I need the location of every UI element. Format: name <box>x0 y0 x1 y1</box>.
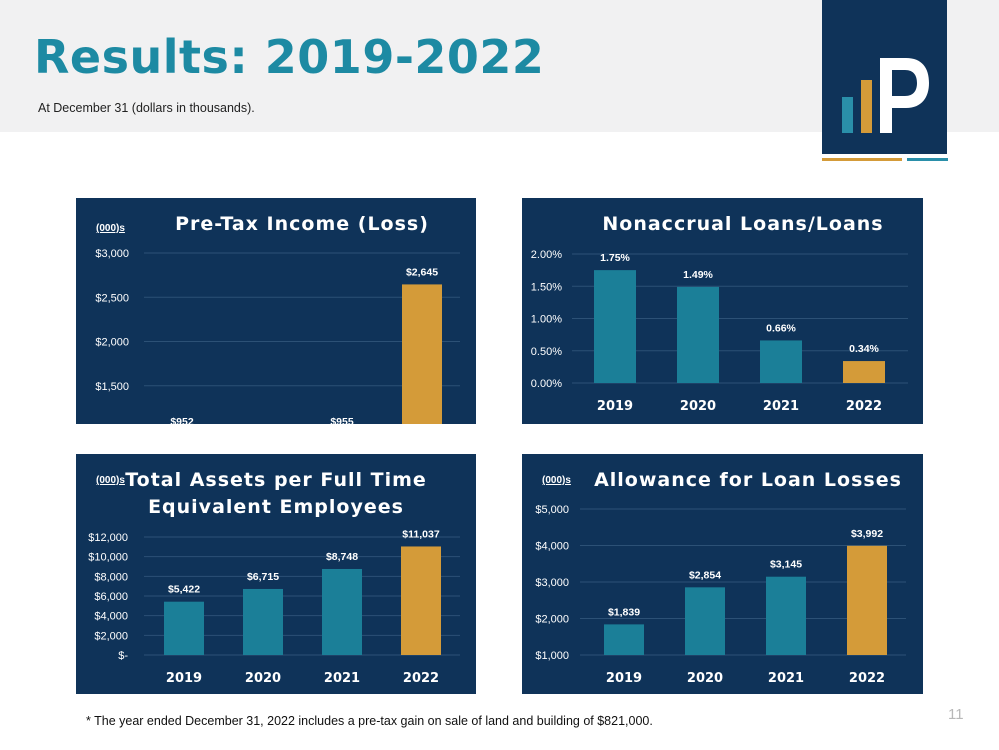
y-tick-label: $5,000 <box>535 504 569 516</box>
logo-letter-p <box>880 58 929 133</box>
category-label: 2020 <box>687 671 723 686</box>
bar-2020 <box>243 588 283 655</box>
category-label: 2019 <box>597 399 633 414</box>
unit-label: (000)s <box>96 223 125 234</box>
chart-title: Pre-Tax Income (Loss) <box>175 213 429 235</box>
page-title: Results: 2019-2022 <box>34 30 545 84</box>
data-label: $3,145 <box>770 559 802 571</box>
footnote: * The year ended December 31, 2022 inclu… <box>86 714 653 728</box>
y-tick-label: $3,000 <box>535 577 569 589</box>
chart-pretax-income: Pre-Tax Income (Loss) (000)s $3,000 $2,500 $… <box>76 198 476 424</box>
category-label: 2019 <box>166 671 202 686</box>
y-tick-label: 0.00% <box>531 378 562 390</box>
data-label: $8,748 <box>326 551 358 563</box>
logo-bar-teal <box>842 97 853 133</box>
unit-label: (000)s <box>96 475 125 486</box>
chart-title: Total Assets per Full Time <box>125 469 427 491</box>
logo-underline-teal <box>907 158 948 161</box>
chart-assets-per-fte-svg: Total Assets per Full Time Equivalent Emp… <box>88 469 460 686</box>
category-label: 2022 <box>846 399 882 414</box>
bar-2022 <box>843 361 885 383</box>
category-label: 2021 <box>768 671 804 686</box>
chart-title: Allowance for Loan Losses <box>594 469 902 491</box>
bar-2019 <box>604 624 644 655</box>
category-label: 2022 <box>849 671 885 686</box>
bar-2021 <box>766 576 806 655</box>
y-tick-label: $2,000 <box>94 630 128 642</box>
bar-2022 <box>847 545 887 655</box>
y-tick-label: $6,000 <box>94 591 128 603</box>
chart-title: Nonaccrual Loans/Loans <box>602 213 883 235</box>
chart-pretax-income-svg: Pre-Tax Income (Loss) (000)s $3,000 $2,500 $… <box>95 213 460 424</box>
category-label: 2021 <box>763 399 799 414</box>
data-label: 0.66% <box>766 322 796 334</box>
unit-label: (000)s <box>542 475 571 486</box>
y-tick-label: 0.50% <box>531 346 562 358</box>
data-label: $1,839 <box>608 606 640 618</box>
category-label: 2019 <box>606 671 642 686</box>
chart-nonaccrual-loans: Nonaccrual Loans/Loans 2.00% 1.50% 1.00% 0.5… <box>522 198 923 424</box>
y-tick-label: $4,000 <box>94 611 128 623</box>
y-tick-label: 1.50% <box>531 281 562 293</box>
bar-2022 <box>402 284 442 424</box>
bar-2019 <box>164 601 204 655</box>
page-number: 11 <box>948 706 964 723</box>
data-label: $2,645 <box>406 266 438 278</box>
bar-2020 <box>685 587 725 655</box>
bar-2019 <box>594 270 636 383</box>
data-label: $952 <box>170 416 194 424</box>
y-tick-label: $8,000 <box>94 571 128 583</box>
category-label: 2020 <box>680 399 716 414</box>
y-tick-label: 1.00% <box>531 314 562 326</box>
logo-mark <box>842 58 929 133</box>
data-label: $6,715 <box>247 571 279 583</box>
y-tick-label: $10,000 <box>88 552 128 564</box>
data-label: $5,422 <box>168 584 200 596</box>
bar-2022 <box>401 546 441 655</box>
data-label: 1.49% <box>683 269 713 281</box>
data-label: $955 <box>330 416 354 424</box>
y-tick-label: $- <box>118 650 128 662</box>
bar-2021 <box>322 568 362 655</box>
category-label: 2020 <box>245 671 281 686</box>
y-tick-label: 2.00% <box>531 249 562 261</box>
y-tick-label: $2,000 <box>535 614 569 626</box>
y-tick-label: $4,000 <box>535 541 569 553</box>
y-tick-label: $2,000 <box>95 337 129 349</box>
y-tick-label: $3,000 <box>95 248 129 260</box>
y-tick-label: $1,500 <box>95 381 129 393</box>
y-tick-label: $12,000 <box>88 532 128 544</box>
chart-allowance-loan-losses: Allowance for Loan Losses (000)s $5,000 $4,… <box>522 454 923 694</box>
logo <box>822 0 947 154</box>
data-label: $3,992 <box>851 528 883 540</box>
chart-allowance-loan-losses-svg: Allowance for Loan Losses (000)s $5,000 $4,… <box>535 469 906 686</box>
bar-2021 <box>760 340 802 383</box>
chart-title: Equivalent Employees <box>148 496 404 518</box>
bar-2020 <box>677 286 719 383</box>
page-subtitle: At December 31 (dollars in thousands). <box>38 101 255 115</box>
data-label: $2,854 <box>689 569 721 581</box>
y-tick-label: $2,500 <box>95 292 129 304</box>
chart-assets-per-fte: Total Assets per Full Time Equivalent Emp… <box>76 454 476 694</box>
data-label: 1.75% <box>600 252 630 264</box>
y-tick-label: $1,000 <box>535 650 569 662</box>
chart-nonaccrual-loans-svg: Nonaccrual Loans/Loans 2.00% 1.50% 1.00% 0.5… <box>531 213 908 414</box>
category-label: 2021 <box>324 671 360 686</box>
category-label: 2022 <box>403 671 439 686</box>
data-label: $11,037 <box>402 528 440 540</box>
logo-bar-gold <box>861 80 872 133</box>
logo-underline-gold <box>822 158 902 161</box>
data-label: 0.34% <box>849 343 879 355</box>
